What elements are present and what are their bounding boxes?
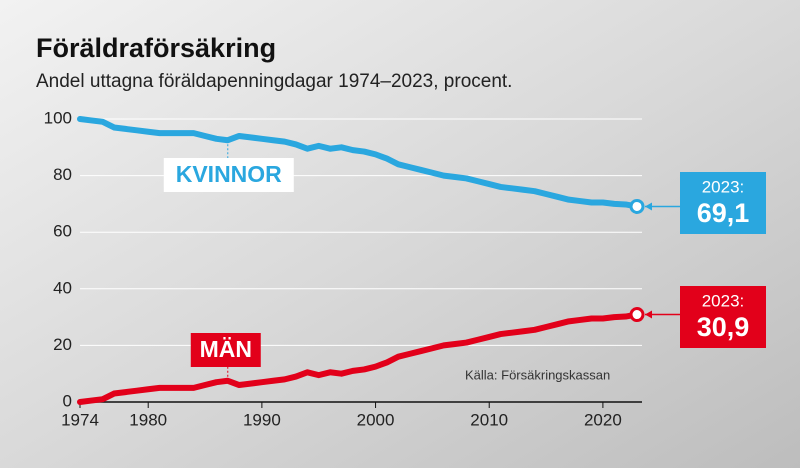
- y-tick-label: 100: [44, 108, 72, 127]
- end-label-box: [680, 172, 766, 234]
- chart-subtitle: Andel uttagna föräldapenningdagar 1974–2…: [36, 71, 512, 92]
- x-tick-label: 2010: [470, 410, 508, 429]
- x-tick-label: 1990: [243, 410, 281, 429]
- y-tick-label: 0: [63, 391, 72, 410]
- end-value-label: 30,9: [697, 312, 750, 342]
- series-line: [77, 116, 640, 210]
- end-marker: [629, 198, 645, 214]
- x-tick-label: 1980: [129, 410, 167, 429]
- y-tick-label: 20: [53, 335, 72, 354]
- end-arrowhead: [645, 202, 652, 211]
- y-tick-label: 60: [53, 222, 72, 241]
- y-tick-label: 80: [53, 165, 72, 184]
- end-arrowhead: [645, 310, 652, 319]
- end-label-title: 2023:: [702, 177, 745, 196]
- end-label-title: 2023:: [702, 291, 745, 310]
- source: Källa: Försäkringskassan: [465, 367, 610, 382]
- x-tick-label: 2000: [357, 410, 395, 429]
- x-tick-label: 2020: [584, 410, 622, 429]
- y-tick-label: 40: [53, 278, 72, 297]
- legend-label: MÄN: [200, 336, 252, 362]
- chart-title: Föräldraförsäkring: [36, 33, 276, 63]
- legend-box: [190, 333, 261, 367]
- legend-label: KVINNOR: [176, 161, 282, 187]
- series-line: [77, 311, 640, 405]
- end-marker: [629, 307, 645, 323]
- x-tick-label: 1974: [61, 410, 99, 429]
- end-value-label: 69,1: [697, 198, 750, 228]
- end-label-box: [680, 286, 766, 348]
- legend-box: [163, 158, 294, 192]
